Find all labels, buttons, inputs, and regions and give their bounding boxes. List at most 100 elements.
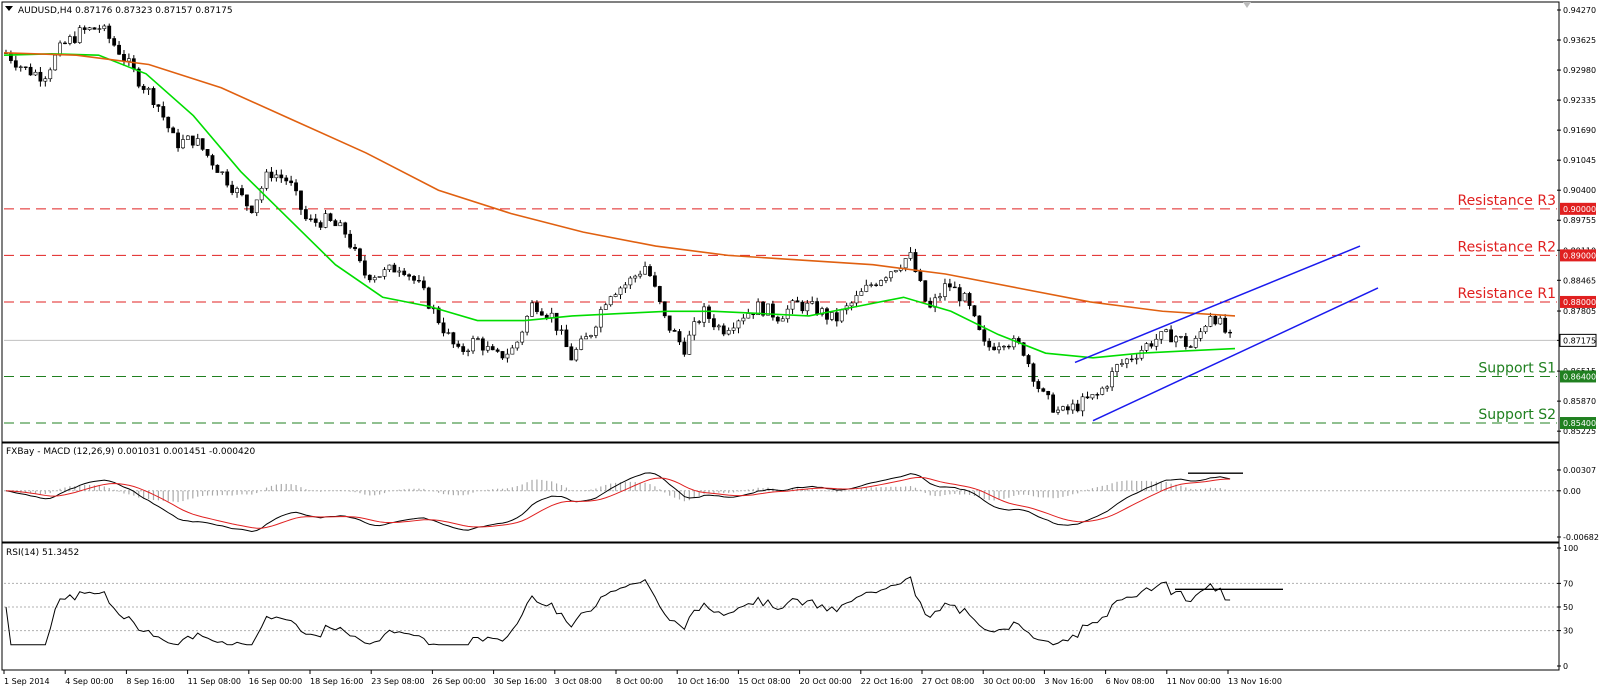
candle-body <box>1188 346 1193 348</box>
candle-body <box>785 308 790 320</box>
candle-body <box>1149 343 1154 347</box>
candle-body <box>1164 329 1169 332</box>
candle-body <box>530 302 534 317</box>
macd-panel <box>1 442 1560 543</box>
candle-body <box>417 280 421 282</box>
candle-body <box>525 316 529 333</box>
candle-body <box>362 260 367 276</box>
candle-body <box>510 347 515 355</box>
candle-body <box>1169 329 1173 343</box>
candle-body <box>328 213 333 221</box>
candle-body <box>707 306 711 319</box>
candle-body <box>623 284 628 289</box>
y-tick-label: 0.89755 <box>1563 216 1596 225</box>
candle-body <box>574 349 579 361</box>
current-price-label: 0.87175 <box>1563 336 1596 345</box>
y-tick-label: 0.87805 <box>1563 307 1596 316</box>
candle-body <box>146 88 151 90</box>
candle-body <box>982 329 987 342</box>
candle-body <box>1002 345 1006 348</box>
candle-body <box>318 222 323 228</box>
candle-body <box>289 180 294 184</box>
candle-body <box>77 27 82 43</box>
x-tick-label: 26 Sep 00:00 <box>432 677 485 686</box>
candle-body <box>1228 331 1232 334</box>
candle-body <box>1179 336 1183 338</box>
candle-body <box>726 330 731 335</box>
y-tick-label: 0.94270 <box>1563 6 1596 15</box>
candle-body <box>382 269 387 277</box>
candle-body <box>643 266 647 275</box>
candle-body <box>539 311 544 316</box>
rsi-line <box>5 576 1231 646</box>
candle-body <box>387 264 392 271</box>
candle-body <box>677 331 682 343</box>
candle-body <box>662 301 667 317</box>
candle-body <box>864 284 869 292</box>
candle-body <box>343 222 348 235</box>
candle-body <box>697 321 702 323</box>
candle-body <box>372 277 377 281</box>
candle-body <box>820 308 824 315</box>
macd-signal-line <box>5 476 1231 529</box>
candle-body <box>687 334 692 355</box>
level-tag-label: 0.90000 <box>1563 205 1596 214</box>
candle-body <box>269 171 274 179</box>
candle-body <box>313 218 318 223</box>
candle-body <box>834 312 839 322</box>
macd-y-tick-label: 0.00 <box>1563 487 1581 496</box>
candle-body <box>279 174 284 179</box>
symbol-dropdown-icon[interactable] <box>5 6 13 11</box>
candle-body <box>633 275 638 279</box>
y-tick-label: 0.90400 <box>1563 186 1596 195</box>
candle-body <box>888 271 893 279</box>
candle-body <box>200 138 205 150</box>
channel-lower-line[interactable] <box>1092 287 1379 422</box>
candle-body <box>190 135 195 146</box>
candle-body <box>1036 381 1041 389</box>
candle-body <box>48 69 53 80</box>
candle-body <box>879 280 883 286</box>
y-tick-label: 0.92335 <box>1563 96 1596 105</box>
candle-body <box>466 350 471 353</box>
candle-body <box>461 346 466 352</box>
x-tick-label: 13 Nov 16:00 <box>1228 677 1282 686</box>
candle-body <box>780 318 785 322</box>
candle-body <box>884 277 888 281</box>
candle-body <box>957 287 962 302</box>
candle-body <box>353 246 357 250</box>
candle-body <box>554 312 559 331</box>
candle-body <box>220 171 225 173</box>
candle-body <box>736 320 741 329</box>
candle-body <box>367 274 372 281</box>
candle-body <box>535 302 539 312</box>
candle-body <box>1134 357 1139 360</box>
chart-shift-marker[interactable] <box>1243 2 1251 8</box>
candle-body <box>161 106 166 118</box>
rsi-y-tick-label: 100 <box>1563 544 1578 553</box>
candle-body <box>1021 342 1026 356</box>
candle-body <box>23 66 28 68</box>
candle-body <box>490 346 495 351</box>
channel-upper-line[interactable] <box>1074 245 1361 364</box>
candle-body <box>82 27 87 30</box>
candle-body <box>805 302 810 312</box>
candle-body <box>112 38 117 46</box>
candle-body <box>1213 316 1218 325</box>
candle-body <box>598 309 603 328</box>
candle-body <box>1065 406 1070 411</box>
x-tick-label: 3 Oct 08:00 <box>555 677 602 686</box>
candle-body <box>997 346 1001 351</box>
candle-body <box>746 313 751 319</box>
candle-body <box>829 312 834 320</box>
candle-body <box>9 52 13 61</box>
candle-body <box>122 54 126 62</box>
level-tag-label: 0.86400 <box>1563 372 1596 381</box>
level-tag-label: 0.89000 <box>1563 251 1596 260</box>
candle-body <box>426 287 431 309</box>
candle-body <box>1026 355 1031 365</box>
candle-body <box>485 346 490 351</box>
candle-body <box>987 340 992 348</box>
candle-body <box>1193 338 1198 348</box>
